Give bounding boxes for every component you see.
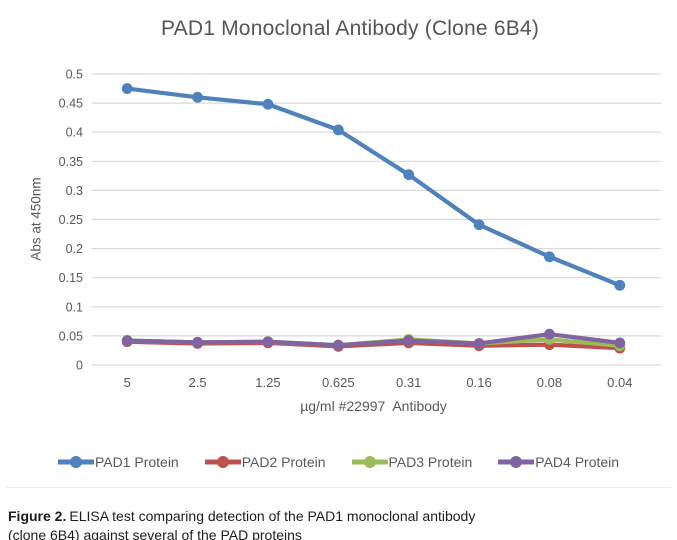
x-tick-label: 1.25 xyxy=(255,375,280,390)
data-point-marker xyxy=(332,339,344,351)
x-tick-label: 0.625 xyxy=(322,375,355,390)
data-point-marker xyxy=(262,336,274,348)
data-point-marker xyxy=(121,83,133,94)
data-point-marker xyxy=(614,279,626,291)
y-tick-label: 0 xyxy=(76,359,83,373)
data-point-marker xyxy=(473,219,485,231)
y-tick-label: 0.2 xyxy=(66,242,83,256)
legend-marker-icon xyxy=(204,456,241,468)
y-tick-label: 0.25 xyxy=(59,213,83,227)
legend-label: PAD2 Protein xyxy=(241,454,326,470)
legend-label: PAD1 Protein xyxy=(94,454,179,470)
y-tick-label: 0.15 xyxy=(59,271,83,285)
data-point-marker xyxy=(192,91,203,103)
y-tick-label: 0.4 xyxy=(66,126,83,140)
figure-caption-label: Figure 2. xyxy=(8,508,67,524)
chart-title: PAD1 Monoclonal Antibody (Clone 6B4) xyxy=(160,17,540,40)
x-tick-label: 0.31 xyxy=(396,375,421,390)
legend-item-pad1-protein: PAD1 Protein xyxy=(57,454,179,470)
data-point-marker xyxy=(192,336,203,348)
legend: PAD1 Protein PAD2 Protein PAD3 Protein PAD4… xyxy=(0,454,677,470)
legend-marker-icon xyxy=(351,456,388,468)
x-tick-label: 2.5 xyxy=(189,375,207,390)
y-tick-label: 0.3 xyxy=(66,184,83,198)
data-point-marker xyxy=(473,338,485,349)
data-point-marker xyxy=(332,124,344,136)
x-tick-label: 5 xyxy=(124,375,131,390)
data-point-marker xyxy=(403,335,415,346)
y-tick-label: 0.05 xyxy=(59,329,83,343)
legend-item-pad3-protein: PAD3 Protein xyxy=(351,454,473,470)
series-line-pad1-protein xyxy=(125,86,622,288)
x-tick-label: 0.16 xyxy=(466,375,491,390)
data-point-marker xyxy=(262,98,274,110)
figure-caption-text: ELISA test comparing detection of the PA… xyxy=(8,508,476,540)
legend-label: PAD4 Protein xyxy=(535,454,620,470)
divider-line xyxy=(6,487,671,488)
x-axis-title: µg/ml #22997 Antibody xyxy=(300,398,447,414)
data-point-marker xyxy=(121,335,133,346)
series-line-pad4-protein xyxy=(125,332,622,348)
legend-item-pad4-protein: PAD4 Protein xyxy=(498,454,619,470)
legend-label: PAD3 Protein xyxy=(388,454,473,470)
legend-item-pad2-protein: PAD2 Protein xyxy=(204,454,326,470)
data-point-marker xyxy=(614,337,626,349)
data-point-marker xyxy=(544,328,555,340)
data-point-marker xyxy=(403,169,415,181)
legend-marker-icon xyxy=(57,456,94,468)
y-tick-label: 0.1 xyxy=(66,300,83,314)
x-tick-label: 0.08 xyxy=(537,375,562,390)
y-tick-label: 0.35 xyxy=(59,155,83,169)
y-tick-label: 0.5 xyxy=(66,68,83,82)
legend-marker-icon xyxy=(498,456,535,468)
y-tick-label: 0.45 xyxy=(59,97,83,111)
figure-caption: Figure 2. ELISA test comparing detection … xyxy=(8,507,482,540)
data-point-marker xyxy=(544,251,555,263)
y-axis-title: Abs at 450nm xyxy=(28,177,44,261)
x-tick-label: 0.04 xyxy=(607,375,632,390)
